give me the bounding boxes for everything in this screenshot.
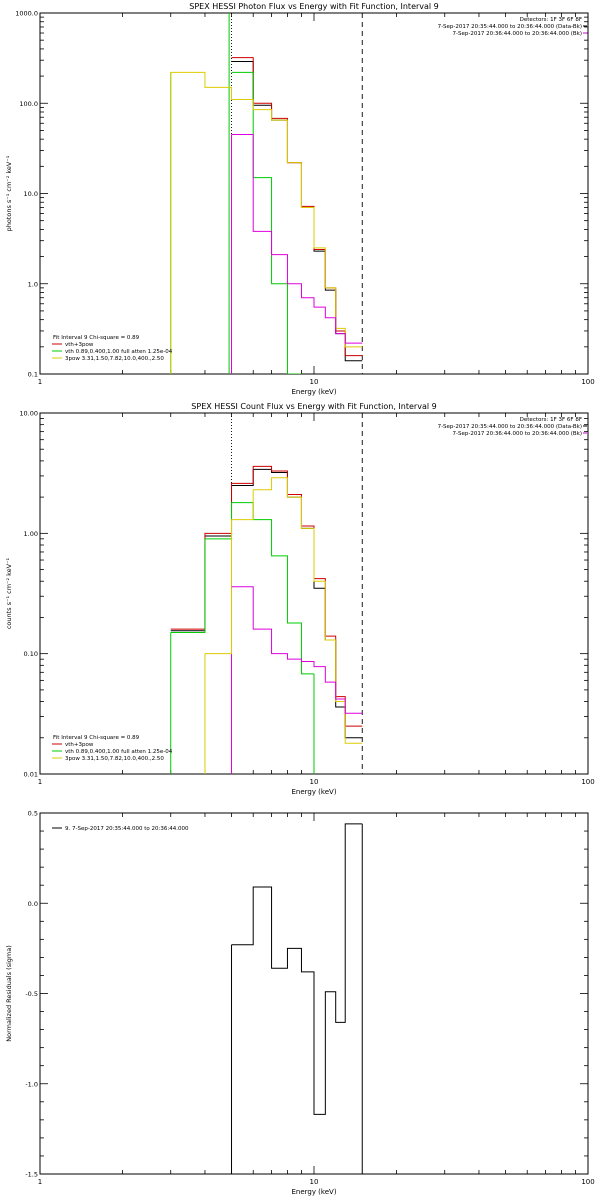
- x-axis-label: Energy (keV): [291, 388, 336, 396]
- legend-entry: 3pow 3.31,1.50,7.82,10.0,400.,2.50: [65, 756, 164, 762]
- chart-panel-3: 1 10 100 Energy (keV) -1.5 -1.0 -0.5 0.0 0.5 Norm…: [5, 810, 595, 1197]
- y-tick-label: 0.01: [24, 771, 38, 779]
- y-tick-label: 1000.0: [15, 10, 38, 18]
- y-axis-label: photons s⁻¹ cm⁻² keV⁻¹: [5, 155, 13, 231]
- y-tick-label: 1.0: [28, 280, 38, 288]
- x-axis-label: Energy (keV): [291, 1188, 336, 1196]
- info-line: 7-Sep-2017 20:35:44.000 to 20:36:44.000 …: [438, 424, 582, 430]
- legend-entry: Fit Interval 9 Chi-square = 0.89: [53, 735, 140, 741]
- series-line-3: [170, 502, 314, 675]
- legend-entry: vth 0.89,0.400,1.00 full atten 1.25e-04: [65, 349, 173, 355]
- info-line: 7-Sep-2017 20:36:44.000 to 20:36:44.000 …: [453, 431, 583, 437]
- x-axis-label: Energy (keV): [291, 788, 336, 796]
- x-tick-label: 1: [38, 1178, 42, 1186]
- x-tick-label: 10: [310, 778, 319, 786]
- series-line-2: [231, 57, 363, 357]
- y-axis-label: counts s⁻¹ cm⁻² keV⁻¹: [5, 557, 13, 629]
- legend-entry: 3pow 3.31,1.50,7.82,10.0,400.,2.50: [65, 356, 164, 362]
- info-line: Detectors: 1F 3F 6F 8F: [520, 417, 582, 423]
- x-tick-label: 10: [310, 1178, 319, 1186]
- x-tick-label: 10: [310, 378, 319, 386]
- x-tick-label: 100: [581, 378, 594, 386]
- legend-entry: vth+3pow: [65, 742, 94, 748]
- x-tick-label: 1: [38, 778, 42, 786]
- legend-entry: vth 0.89,0.400,1.00 full atten 1.25e-04: [65, 749, 173, 755]
- y-axis-label: Normalized Residuals (sigma): [5, 945, 13, 1042]
- y-tick-label: 0.10: [24, 650, 38, 658]
- x-tick-label: 100: [581, 1178, 594, 1186]
- y-tick-label: 10.0: [24, 190, 38, 198]
- info-line: 7-Sep-2017 20:36:44.000 to 20:36:44.000 …: [453, 31, 583, 37]
- series-line-5: [231, 134, 363, 344]
- plot-area: [231, 823, 363, 1174]
- series-line-1: [170, 468, 363, 739]
- series-line-1: [231, 61, 363, 362]
- y-tick-label: -0.5: [25, 990, 38, 998]
- plot-frame: [39, 12, 589, 375]
- info-line: Detectors: 1F 3F 6F 8F: [520, 17, 582, 23]
- legend-entry: vth+3pow: [65, 342, 94, 348]
- x-tick-label: 1: [38, 378, 42, 386]
- y-tick-label: 0.5: [28, 810, 38, 818]
- chart-title: SPEX HESSI Count Flux vs Energy with Fit…: [191, 402, 436, 411]
- y-tick-label: -1.0: [25, 1080, 38, 1088]
- series-line-5: [231, 586, 363, 714]
- y-tick-label: 10.00: [19, 410, 38, 418]
- y-tick-label: -1.5: [25, 1171, 38, 1179]
- x-tick-label: 100: [581, 778, 594, 786]
- y-tick-label: 0.0: [28, 900, 38, 908]
- y-tick-label: 1.00: [24, 530, 38, 538]
- plot-area: [170, 13, 363, 374]
- series-line-1: [231, 823, 363, 1115]
- legend-entry: 9. 7-Sep-2017 20:35:44.000 to 20:36:44.0…: [65, 826, 189, 832]
- series-line-4: [204, 477, 363, 744]
- chart-panel-1: SPEX HESSI Photon Flux vs Energy with Fi…: [5, 2, 595, 396]
- info-line: 7-Sep-2017 20:35:44.000 to 20:36:44.000 …: [438, 24, 582, 30]
- y-tick-label: 100.0: [19, 100, 38, 108]
- chart-title: SPEX HESSI Photon Flux vs Energy with Fi…: [189, 2, 439, 11]
- plot-area: [170, 413, 363, 774]
- series-line-4: [170, 71, 363, 348]
- y-tick-label: 0.1: [28, 371, 38, 379]
- chart-panel-2: SPEX HESSI Count Flux vs Energy with Fit…: [5, 402, 595, 796]
- legend-entry: Fit Interval 9 Chi-square = 0.89: [53, 335, 140, 341]
- series-line-3: [231, 71, 302, 374]
- series-line-2: [170, 465, 363, 727]
